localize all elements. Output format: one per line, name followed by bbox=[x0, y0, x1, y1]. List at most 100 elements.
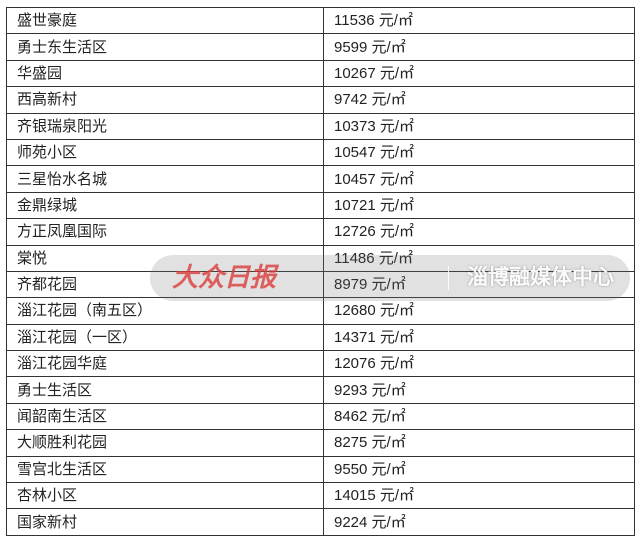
price-unit: 元/㎡ bbox=[378, 249, 413, 267]
price-unit: 元/㎡ bbox=[378, 12, 413, 30]
price-cell: 10547 元/㎡ bbox=[323, 138, 635, 167]
price-value: 8462 bbox=[334, 408, 368, 426]
community-name: 齐银瑞泉阳光 bbox=[6, 112, 324, 140]
price-value: 9742 bbox=[334, 91, 368, 109]
price-value: 14371 bbox=[334, 328, 376, 346]
table-row: 闻韶南生活区 8462 元/㎡ bbox=[6, 402, 635, 431]
community-name: 盛世豪庭 bbox=[6, 6, 324, 35]
price-unit: 元/㎡ bbox=[379, 144, 415, 162]
price-unit: 元/㎡ bbox=[371, 408, 406, 426]
price-cell: 8462 元/㎡ bbox=[323, 402, 635, 431]
price-unit: 元/㎡ bbox=[379, 302, 415, 320]
price-unit: 元/㎡ bbox=[379, 355, 415, 373]
price-value: 11536 bbox=[334, 12, 375, 30]
community-name: 淄江花园华庭 bbox=[6, 350, 324, 378]
price-cell: 9224 元/㎡ bbox=[323, 508, 635, 536]
price-unit: 元/㎡ bbox=[371, 513, 406, 531]
price-unit: 元/㎡ bbox=[379, 117, 415, 135]
table-row: 淄江花园（一区） 14371 元/㎡ bbox=[6, 323, 635, 352]
community-name: 勇士东生活区 bbox=[6, 33, 324, 61]
price-unit: 元/㎡ bbox=[379, 487, 415, 505]
price-unit: 元/㎡ bbox=[371, 91, 406, 109]
community-name: 杏林小区 bbox=[6, 482, 324, 510]
table-row: 勇士东生活区 9599 元/㎡ bbox=[6, 33, 635, 61]
table-row: 淄江花园（南五区） 12680 元/㎡ bbox=[6, 297, 635, 325]
price-cell: 9550 元/㎡ bbox=[323, 455, 635, 484]
price-value: 10547 bbox=[334, 144, 376, 162]
price-value: 9293 bbox=[334, 381, 368, 399]
table-row: 淄江花园华庭 12076 元/㎡ bbox=[6, 350, 635, 378]
price-unit: 元/㎡ bbox=[379, 328, 415, 346]
price-cell: 10457 元/㎡ bbox=[323, 165, 635, 193]
community-name: 淄江花园（南五区） bbox=[6, 297, 324, 325]
price-value: 12726 bbox=[334, 223, 376, 241]
community-name: 棠悦 bbox=[6, 244, 324, 272]
price-value: 10267 bbox=[334, 64, 376, 82]
table-row: 方正凤凰国际 12726 元/㎡ bbox=[6, 218, 635, 246]
price-unit: 元/㎡ bbox=[379, 64, 415, 82]
table-row: 雪宫北生活区 9550 元/㎡ bbox=[6, 455, 635, 484]
price-unit: 元/㎡ bbox=[371, 276, 406, 294]
community-name: 师苑小区 bbox=[6, 138, 324, 167]
price-unit: 元/㎡ bbox=[379, 170, 415, 188]
price-unit: 元/㎡ bbox=[371, 434, 406, 452]
price-value: 10721 bbox=[334, 196, 376, 214]
table-row: 杏林小区 14015 元/㎡ bbox=[6, 482, 635, 510]
price-cell: 14015 元/㎡ bbox=[323, 482, 635, 510]
price-value: 10373 bbox=[334, 117, 376, 135]
price-unit: 元/㎡ bbox=[371, 460, 406, 478]
table-row: 金鼎绿城 10721 元/㎡ bbox=[6, 191, 635, 220]
community-name: 西高新村 bbox=[6, 86, 324, 114]
price-cell: 10267 元/㎡ bbox=[323, 59, 635, 88]
community-name: 淄江花园（一区） bbox=[6, 323, 324, 352]
table-row: 齐银瑞泉阳光 10373 元/㎡ bbox=[6, 112, 635, 140]
price-cell: 11536 元/㎡ bbox=[323, 6, 635, 35]
community-name: 大顺胜利花园 bbox=[6, 429, 324, 457]
table-row: 西高新村 9742 元/㎡ bbox=[6, 86, 635, 114]
table-row: 勇士生活区 9293 元/㎡ bbox=[6, 376, 635, 404]
price-value: 8275 bbox=[334, 434, 368, 452]
table-row: 国家新村 9224 元/㎡ bbox=[6, 508, 635, 536]
price-cell: 8979 元/㎡ bbox=[323, 270, 635, 299]
community-name: 雪宫北生活区 bbox=[6, 455, 324, 484]
community-name: 勇士生活区 bbox=[6, 376, 324, 404]
price-cell: 10373 元/㎡ bbox=[323, 112, 635, 140]
community-name: 三星怡水名城 bbox=[6, 165, 324, 193]
community-name: 齐都花园 bbox=[6, 270, 324, 299]
community-name: 闻韶南生活区 bbox=[6, 402, 324, 431]
price-value: 12680 bbox=[334, 302, 376, 320]
price-value: 14015 bbox=[334, 487, 376, 505]
price-cell: 11486 元/㎡ bbox=[323, 244, 635, 272]
price-cell: 9742 元/㎡ bbox=[323, 86, 635, 114]
price-value: 10457 bbox=[334, 170, 376, 188]
price-cell: 12726 元/㎡ bbox=[323, 218, 635, 246]
price-value: 8979 bbox=[334, 276, 368, 294]
table-row: 盛世豪庭 11536 元/㎡ bbox=[6, 6, 635, 35]
community-name: 金鼎绿城 bbox=[6, 191, 324, 220]
price-value: 12076 bbox=[334, 355, 376, 373]
price-cell: 12076 元/㎡ bbox=[323, 350, 635, 378]
table-row: 棠悦 11486 元/㎡ bbox=[6, 244, 635, 272]
community-name: 华盛园 bbox=[6, 59, 324, 88]
price-unit: 元/㎡ bbox=[371, 38, 406, 56]
table-row: 大顺胜利花园 8275 元/㎡ bbox=[6, 429, 635, 457]
price-value: 9550 bbox=[334, 460, 368, 478]
price-cell: 9293 元/㎡ bbox=[323, 376, 635, 404]
price-cell: 14371 元/㎡ bbox=[323, 323, 635, 352]
price-value: 9224 bbox=[334, 513, 368, 531]
price-value: 9599 bbox=[334, 38, 368, 56]
price-cell: 8275 元/㎡ bbox=[323, 429, 635, 457]
price-cell: 9599 元/㎡ bbox=[323, 33, 635, 61]
community-name: 方正凤凰国际 bbox=[6, 218, 324, 246]
table-row: 师苑小区 10547 元/㎡ bbox=[6, 138, 635, 167]
price-unit: 元/㎡ bbox=[379, 223, 415, 241]
table-row: 齐都花园 8979 元/㎡ bbox=[6, 270, 635, 299]
table-row: 三星怡水名城 10457 元/㎡ bbox=[6, 165, 635, 193]
price-value: 11486 bbox=[334, 249, 375, 267]
price-cell: 10721 元/㎡ bbox=[323, 191, 635, 220]
price-cell: 12680 元/㎡ bbox=[323, 297, 635, 325]
price-unit: 元/㎡ bbox=[379, 196, 415, 214]
table-row: 华盛园 10267 元/㎡ bbox=[6, 59, 635, 88]
price-unit: 元/㎡ bbox=[371, 381, 406, 399]
